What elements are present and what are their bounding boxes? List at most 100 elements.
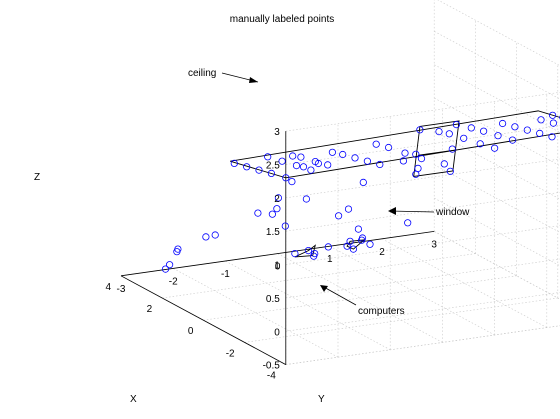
- axis-edge-x: [120, 275, 286, 365]
- grid-line-z-side: [437, 0, 560, 67]
- data-point: [448, 145, 456, 153]
- data-point: [435, 128, 443, 136]
- z-tick-label: 1: [274, 261, 280, 272]
- data-point: [274, 194, 282, 202]
- data-point: [282, 174, 290, 182]
- computer-box-right: [346, 239, 366, 250]
- data-point: [328, 148, 336, 156]
- y-tick-label: -2: [169, 276, 178, 287]
- data-point: [161, 265, 170, 273]
- z-tick-label: 2.5: [266, 161, 280, 172]
- data-point: [536, 129, 544, 137]
- grid-line-x-floor: [285, 325, 560, 365]
- data-point: [267, 169, 275, 177]
- data-point: [254, 209, 262, 217]
- data-point: [440, 160, 448, 168]
- z-tick-label: 1.5: [266, 227, 280, 238]
- x-tick-label: 4: [105, 282, 111, 293]
- data-point: [292, 162, 301, 170]
- data-point: [537, 116, 545, 124]
- data-point: [366, 240, 374, 248]
- grid-line-z-side: [434, 31, 560, 100]
- grid-line-x-floor: [162, 253, 476, 299]
- data-point: [511, 123, 519, 131]
- y-tick-label: 3: [431, 239, 437, 250]
- grid-layer: [120, 0, 560, 365]
- data-point: [508, 136, 517, 144]
- z-tick-label: -0.5: [263, 361, 281, 372]
- data-point: [310, 252, 318, 260]
- data-point: [243, 163, 251, 171]
- annotation-computers-arrowhead: [320, 285, 328, 292]
- shapes-layer: [230, 110, 560, 258]
- data-point: [445, 130, 453, 138]
- data-point: [494, 132, 502, 140]
- data-point: [268, 210, 276, 218]
- z-tick-label: 2: [274, 194, 280, 205]
- annotation-computers-arrow-line: [321, 285, 357, 306]
- grid-line-z-back: [285, 292, 560, 332]
- data-point: [304, 247, 312, 255]
- ceiling-outline: [230, 110, 560, 179]
- data-point: [460, 134, 468, 142]
- data-point: [281, 222, 289, 230]
- data-point: [548, 111, 557, 119]
- axis-edge-y: [120, 231, 435, 277]
- data-point: [202, 233, 210, 241]
- data-point: [399, 157, 407, 165]
- data-point: [412, 170, 420, 178]
- grid-line-z-side: [434, 64, 560, 133]
- data-point: [523, 126, 531, 134]
- x-tick-label: 0: [188, 326, 194, 337]
- window-divider: [417, 149, 458, 156]
- z-tick-label: 3: [274, 127, 280, 138]
- data-point: [467, 124, 475, 132]
- annotation-window-label: window: [435, 207, 470, 218]
- x-tick-label: -2: [226, 348, 235, 359]
- data-point: [476, 140, 484, 148]
- y-tick-label: 0: [275, 262, 281, 273]
- data-point: [498, 119, 507, 128]
- grid-line-x-floor: [244, 297, 558, 343]
- data-point: [324, 243, 332, 251]
- axes-box: [120, 131, 435, 365]
- data-point: [288, 178, 296, 186]
- data-point: [404, 219, 412, 227]
- z-axis-label: Z: [34, 172, 40, 183]
- data-point: [166, 261, 174, 269]
- grid-line-z-side: [434, 231, 560, 300]
- data-point: [351, 154, 359, 162]
- y-tick-label: 1: [327, 254, 333, 265]
- data-point: [334, 212, 343, 220]
- grid-line-z-back: [285, 125, 560, 165]
- annotation-ceiling-arrowhead: [249, 77, 258, 83]
- data-point: [416, 126, 424, 134]
- annotation-computers-label: computers: [358, 306, 405, 317]
- data-point: [255, 166, 263, 174]
- data-point: [273, 205, 281, 213]
- data-point: [302, 195, 310, 203]
- data-point: [446, 167, 454, 175]
- data-point: [307, 166, 315, 174]
- x-axis-label: X: [130, 394, 137, 405]
- data-point: [414, 164, 422, 172]
- data-point: [372, 140, 380, 148]
- y-tick-label: -1: [221, 269, 230, 280]
- data-point: [230, 159, 238, 167]
- data-point: [297, 153, 305, 161]
- grid-line-y-floor: [434, 231, 560, 300]
- data-point: [384, 143, 393, 152]
- points-layer: [161, 111, 560, 273]
- y-tick-label: 2: [379, 247, 385, 258]
- annotation-ceiling: ceiling: [188, 68, 259, 83]
- data-point: [417, 155, 426, 163]
- annotation-window: window: [388, 207, 470, 218]
- data-point: [412, 150, 420, 158]
- grid-line-z-back: [285, 225, 560, 265]
- data-point: [211, 231, 219, 239]
- annotation-window-arrow-line: [389, 210, 435, 213]
- data-point: [363, 157, 371, 165]
- grid-line-z-back: [285, 91, 560, 132]
